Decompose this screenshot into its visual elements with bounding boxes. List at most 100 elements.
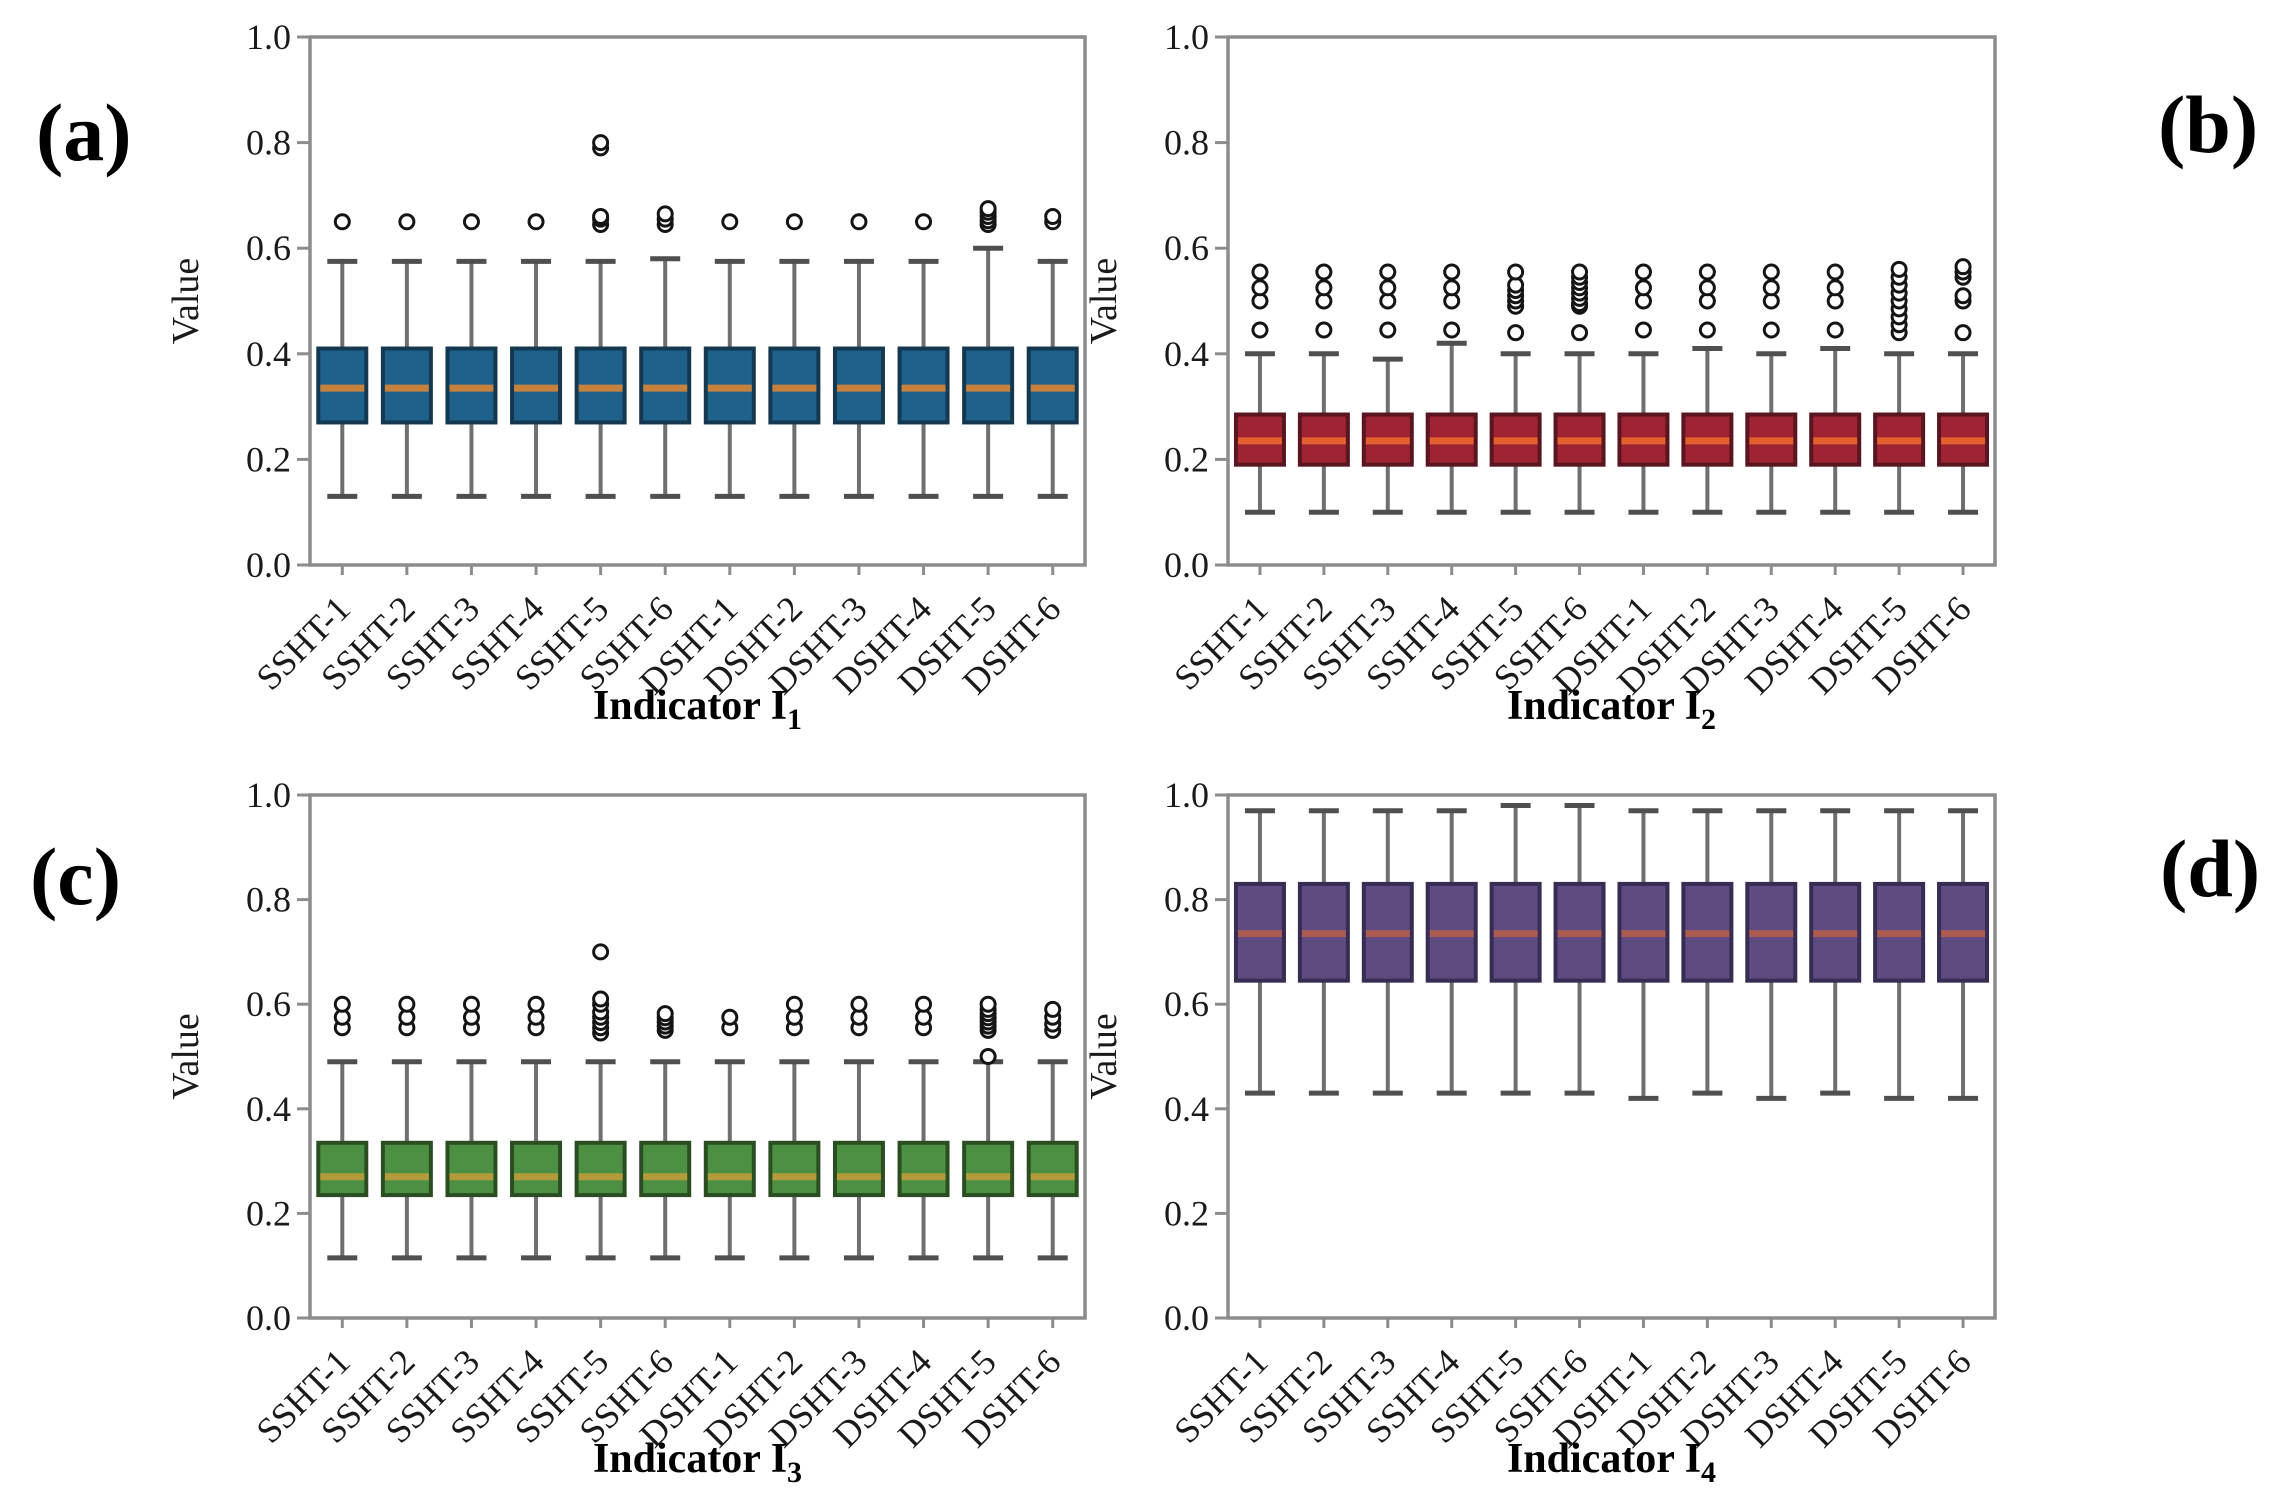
outlier-marker <box>1698 279 1716 297</box>
y-tick-label: 0.0 <box>246 545 291 585</box>
outlier-marker <box>1315 321 1333 339</box>
x-axis-label: Indicator I2 <box>1507 683 1716 736</box>
outlier-marker <box>1698 321 1716 339</box>
y-axis-label: Value <box>165 1013 207 1100</box>
box-d-DSHT-4 <box>1809 808 1862 1096</box>
outlier-marker <box>1443 263 1461 281</box>
box-b-SSHT-3 <box>1361 263 1414 515</box>
y-tick-label: 0.2 <box>246 439 291 479</box>
box-a-SSHT-4 <box>510 213 563 499</box>
outlier-marker <box>656 1005 674 1023</box>
outlier-marker <box>915 213 933 231</box>
outlier-marker <box>527 213 545 231</box>
y-tick-label: 0.2 <box>246 1193 291 1233</box>
outlier-marker <box>1571 263 1589 281</box>
outlier-marker <box>1251 321 1269 339</box>
outlier-marker <box>1379 263 1397 281</box>
outlier-marker <box>979 200 997 218</box>
box-b-SSHT-4 <box>1425 263 1478 515</box>
box-c-DSHT-5 <box>962 995 1015 1261</box>
panel-label-b: (b) <box>2158 79 2259 170</box>
outlier-marker <box>1762 279 1780 297</box>
y-axis-label: Value <box>165 258 207 345</box>
box-d-SSHT-6 <box>1553 802 1606 1096</box>
y-tick-label: 1.0 <box>246 775 291 815</box>
outlier-marker <box>592 943 610 961</box>
iqr-box <box>380 1140 433 1198</box>
box-d-DSHT-1 <box>1617 808 1670 1101</box>
y-axis-label: Value <box>1083 258 1125 345</box>
panel-d-plot: 0.00.20.40.60.81.0ValueSSHT-1SSHT-2SSHT-… <box>1083 775 1997 1489</box>
iqr-box <box>832 1140 885 1198</box>
y-tick-label: 0.6 <box>246 228 291 268</box>
box-a-DSHT-5 <box>962 200 1015 499</box>
outlier-marker <box>527 995 545 1013</box>
outlier-marker <box>721 1008 739 1026</box>
outlier-marker <box>462 213 480 231</box>
outlier-marker <box>1251 279 1269 297</box>
outlier-marker <box>1762 321 1780 339</box>
box-b-DSHT-2 <box>1681 263 1734 515</box>
box-a-SSHT-3 <box>445 213 498 499</box>
iqr-box <box>445 1140 498 1198</box>
y-tick-label: 1.0 <box>1164 17 1209 57</box>
iqr-box <box>962 1140 1015 1198</box>
iqr-box <box>768 1140 821 1198</box>
plot-frame <box>1226 793 1997 1320</box>
box-c-DSHT-1 <box>703 1008 756 1261</box>
panel-label-d: (d) <box>2160 823 2261 914</box>
outlier-marker <box>462 995 480 1013</box>
outlier-marker <box>1826 321 1844 339</box>
outlier-marker <box>1251 263 1269 281</box>
box-b-DSHT-3 <box>1745 263 1798 515</box>
outlier-marker <box>1826 279 1844 297</box>
box-d-SSHT-4 <box>1425 808 1478 1096</box>
outlier-marker <box>1379 279 1397 297</box>
outlier-marker <box>1443 321 1461 339</box>
outlier-marker <box>1954 324 1972 342</box>
outlier-marker <box>1634 321 1652 339</box>
plot-frame <box>308 793 1087 1320</box>
outlier-marker <box>1507 263 1525 281</box>
box-c-DSHT-6 <box>1026 1000 1079 1261</box>
outlier-marker <box>1634 279 1652 297</box>
outlier-marker <box>333 213 351 231</box>
box-d-SSHT-5 <box>1489 802 1542 1096</box>
box-d-SSHT-1 <box>1233 808 1286 1096</box>
y-tick-label: 0.2 <box>1164 1193 1209 1233</box>
outlier-marker <box>592 208 610 226</box>
outlier-marker <box>1571 324 1589 342</box>
outlier-marker <box>915 995 933 1013</box>
box-c-SSHT-4 <box>510 995 563 1261</box>
outlier-marker <box>398 213 416 231</box>
panel-label-a: (a) <box>36 87 132 178</box>
panel-b-plot: 0.00.20.40.60.81.0ValueSSHT-1SSHT-2SSHT-… <box>1083 17 1997 736</box>
y-tick-label: 0.0 <box>246 1298 291 1338</box>
box-b-DSHT-4 <box>1809 263 1862 515</box>
y-tick-label: 0.8 <box>246 880 291 920</box>
box-d-DSHT-6 <box>1937 808 1990 1101</box>
y-tick-label: 0.8 <box>1164 880 1209 920</box>
plot-frame <box>308 35 1087 567</box>
outlier-marker <box>785 213 803 231</box>
box-d-DSHT-2 <box>1681 808 1734 1096</box>
outlier-marker <box>785 995 803 1013</box>
plot-frame <box>1226 35 1997 567</box>
outlier-marker <box>1443 279 1461 297</box>
y-tick-label: 1.0 <box>246 17 291 57</box>
y-tick-label: 0.8 <box>1164 123 1209 163</box>
box-d-DSHT-5 <box>1873 808 1926 1101</box>
outlier-marker <box>1762 263 1780 281</box>
box-a-DSHT-3 <box>832 213 885 499</box>
y-tick-label: 0.6 <box>1164 228 1209 268</box>
box-a-SSHT-1 <box>316 213 369 499</box>
outlier-marker <box>979 995 997 1013</box>
iqr-box <box>1026 1140 1079 1198</box>
box-c-DSHT-4 <box>897 995 950 1261</box>
box-c-SSHT-2 <box>380 995 433 1261</box>
box-d-DSHT-3 <box>1745 808 1798 1101</box>
outlier-marker <box>592 134 610 152</box>
outlier-marker <box>1890 260 1908 278</box>
iqr-box <box>510 1140 563 1198</box>
box-d-SSHT-3 <box>1361 808 1414 1096</box>
